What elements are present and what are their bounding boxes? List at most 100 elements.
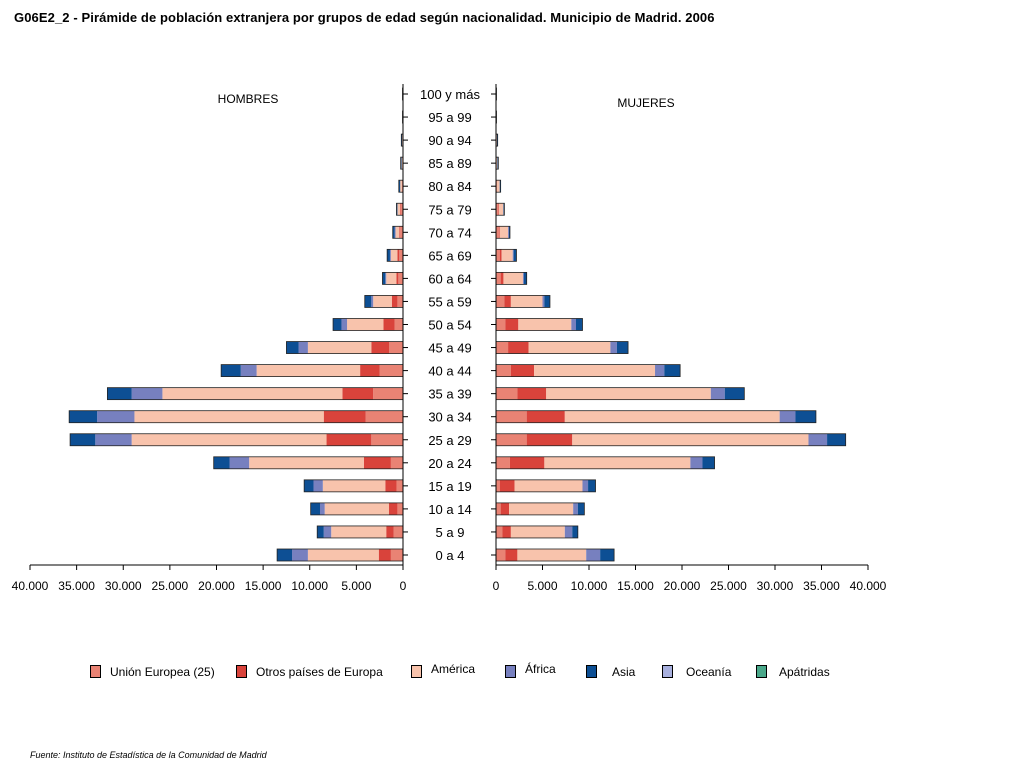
bar-mujeres-segment	[496, 226, 499, 239]
bar-hombres-segment	[394, 318, 403, 331]
bar-hombres-segment	[360, 364, 380, 377]
bar-mujeres-segment	[499, 479, 515, 492]
bar-mujeres-segment	[513, 249, 517, 262]
bar-mujeres-segment	[572, 433, 809, 446]
age-group-label: 60 a 64	[428, 271, 471, 286]
bar-mujeres-segment	[664, 364, 681, 377]
bar-mujeres-segment	[523, 272, 527, 285]
legend-label: Asia	[612, 665, 636, 679]
bar-mujeres-segment	[500, 272, 504, 285]
bar-mujeres-segment	[514, 479, 583, 492]
bar-hombres-segment	[249, 456, 364, 469]
age-group-label: 0 a 4	[436, 548, 465, 563]
bar-hombres-segment	[387, 249, 390, 262]
legend-label: Unión Europea (25)	[110, 665, 215, 679]
bar-hombres-segment	[386, 272, 397, 285]
bar-hombres-segment	[397, 249, 400, 262]
bar-hombres-segment	[385, 272, 387, 285]
bar-hombres-segment	[371, 433, 403, 446]
bar-mujeres-segment	[517, 387, 547, 400]
x-tick-label: 0	[493, 579, 500, 593]
bar-mujeres-segment	[508, 226, 510, 239]
bar-hombres-segment	[341, 318, 348, 331]
bar-mujeres-segment	[496, 249, 500, 262]
bar-hombres-segment	[95, 433, 132, 446]
bar-hombres-segment	[401, 157, 403, 170]
bar-hombres-segment	[310, 502, 321, 515]
bar-mujeres-segment	[496, 479, 500, 492]
bar-hombres-segment	[322, 479, 386, 492]
age-group-label: 65 a 69	[428, 248, 471, 263]
hombres-bars	[68, 87, 404, 562]
bar-hombres-segment	[134, 410, 324, 423]
age-group-label: 70 a 74	[428, 225, 471, 240]
tick-labels: 40.000 35.000 30.000 25.000 20.000 15.000 10.0…	[12, 565, 887, 593]
bar-mujeres-segment	[526, 410, 565, 423]
bar-mujeres-segment	[600, 549, 615, 561]
bar-hombres-segment	[371, 295, 374, 308]
bar-mujeres-segment	[496, 157, 498, 170]
panel-label-mujeres: MUJERES	[617, 96, 674, 110]
bar-mujeres-segment	[522, 272, 524, 285]
bar-hombres-segment	[131, 387, 163, 400]
bar-hombres-segment	[397, 295, 403, 308]
legend-swatch	[236, 665, 247, 678]
bar-hombres-segment	[256, 364, 361, 377]
legend-label: América	[431, 662, 476, 676]
x-tick-label: 15.000	[245, 579, 282, 593]
bar-hombres-segment	[396, 272, 399, 285]
bar-hombres-segment	[342, 387, 374, 400]
x-tick-label: 5.000	[341, 579, 371, 593]
bar-mujeres-segment	[544, 456, 691, 469]
bar-hombres-segment	[398, 180, 401, 193]
bar-mujeres-segment	[509, 502, 574, 515]
age-group-label: 15 a 19	[428, 479, 471, 494]
bar-hombres-segment	[389, 502, 398, 515]
bar-mujeres-segment	[502, 525, 511, 538]
bar-mujeres-segment	[498, 226, 500, 239]
bar-hombres-segment	[286, 341, 299, 354]
bar-mujeres-segment	[690, 456, 703, 469]
bar-hombres-segment	[347, 318, 384, 331]
bar-hombres-segment	[331, 525, 387, 538]
legend-label: Apátridas	[779, 665, 830, 679]
x-tick-label: 20.000	[664, 579, 701, 593]
bar-mujeres-segment	[544, 295, 550, 308]
bar-mujeres-segment	[616, 341, 629, 354]
bar-mujeres-segment	[503, 203, 505, 216]
bar-hombres-segment	[390, 249, 398, 262]
bar-mujeres-segment	[496, 387, 518, 400]
x-tick-label: 15.000	[617, 579, 654, 593]
age-group-label: 30 a 34	[428, 410, 471, 425]
legend-swatch	[90, 665, 101, 678]
bar-mujeres-segment	[499, 180, 501, 193]
bar-mujeres-segment	[508, 341, 529, 354]
bar-hombres-segment	[298, 341, 308, 354]
panel-label-hombres: HOMBRES	[218, 92, 279, 106]
bar-hombres-segment	[379, 364, 403, 377]
bar-hombres-segment	[401, 203, 403, 216]
bar-mujeres-segment	[496, 272, 501, 285]
x-tick-label: 35.000	[803, 579, 840, 593]
age-group-label: 75 a 79	[428, 202, 471, 217]
bar-mujeres-segment	[512, 249, 514, 262]
x-tick-label: 40.000	[850, 579, 887, 593]
bar-hombres-segment	[69, 410, 98, 423]
bar-mujeres-segment	[564, 525, 573, 538]
bar-hombres-segment	[385, 479, 397, 492]
bar-hombres-segment	[389, 249, 391, 262]
bar-hombres-segment	[323, 525, 332, 538]
bar-hombres-segment	[70, 433, 96, 446]
bar-hombres-segment	[326, 433, 372, 446]
age-group-label: 80 a 84	[428, 179, 471, 194]
age-group-label: 95 a 99	[428, 110, 471, 125]
legend-swatch	[505, 665, 516, 678]
x-tick-label: 20.000	[198, 579, 235, 593]
age-group-label: 40 a 44	[428, 364, 471, 379]
bar-hombres-segment	[390, 456, 403, 469]
bar-mujeres-segment	[496, 410, 527, 423]
age-group-label: 5 a 9	[436, 525, 465, 540]
bar-hombres-segment	[365, 410, 403, 423]
legend-label: África	[525, 662, 556, 676]
bar-hombres-segment	[383, 318, 395, 331]
